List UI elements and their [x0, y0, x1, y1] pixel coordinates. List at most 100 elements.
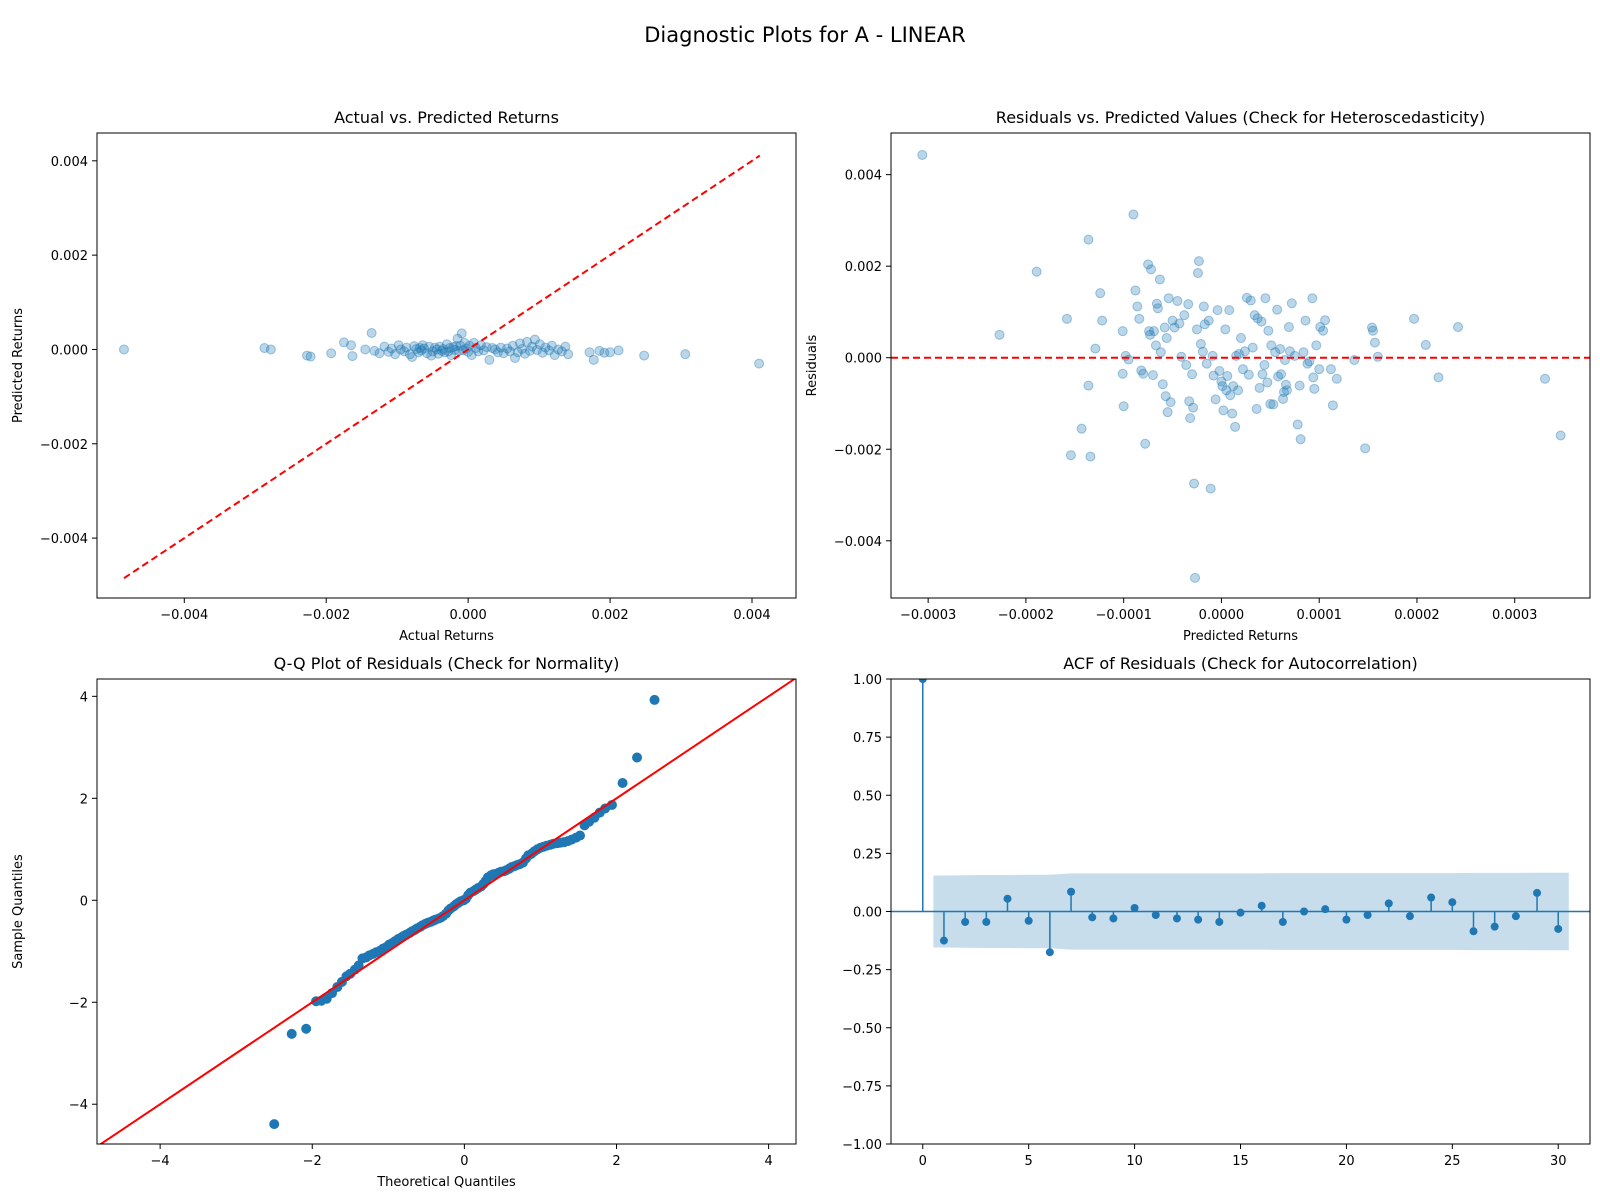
- scatter-point: [495, 342, 506, 353]
- residuals-vs-predicted-ylabel: Residuals: [805, 334, 820, 396]
- scatter-point: [1185, 413, 1196, 424]
- residuals-vs-predicted-xlabel: Predicted Returns: [1183, 629, 1298, 644]
- scatter-point: [487, 343, 498, 354]
- scatter-point: [1272, 304, 1283, 315]
- scatter-point: [1327, 400, 1338, 411]
- scatter-point: [414, 343, 425, 354]
- scatter-point: [563, 349, 574, 360]
- scatter-point: [481, 342, 492, 353]
- scatter-point: [1433, 372, 1444, 383]
- scatter-point: [426, 350, 437, 361]
- scatter-point: [534, 339, 545, 350]
- scatter-point: [374, 348, 385, 359]
- scatter-point: [1117, 368, 1128, 379]
- scatter-point: [1207, 350, 1218, 361]
- acf-marker: [1003, 894, 1012, 903]
- scatter-point: [1174, 318, 1185, 329]
- scatter-point: [917, 149, 928, 160]
- acf-marker: [1321, 905, 1330, 914]
- scatter-point: [1157, 379, 1168, 390]
- scatter-point: [1260, 293, 1271, 304]
- acf-marker: [1236, 908, 1245, 917]
- scatter-point: [549, 350, 560, 361]
- scatter-point: [1331, 373, 1342, 384]
- acf-marker: [1469, 927, 1478, 936]
- scatter-point: [1199, 319, 1210, 330]
- scatter-point: [1262, 377, 1273, 388]
- scatter-point: [326, 348, 337, 359]
- qq-point: [301, 1023, 312, 1034]
- scatter-point: [1292, 419, 1303, 430]
- scatter-point: [1205, 483, 1216, 494]
- scatter-point: [1409, 313, 1420, 324]
- acf-ytick-label: 0.00: [853, 906, 882, 921]
- scatter-point: [1309, 383, 1320, 394]
- scatter-point: [680, 349, 691, 360]
- acf-panel: ACF of Residuals (Check for Autocorrelat…: [842, 654, 1591, 1169]
- scatter-point: [1123, 354, 1134, 365]
- acf-marker: [1490, 922, 1499, 931]
- scatter-point: [1268, 399, 1279, 410]
- scatter-point: [1367, 325, 1378, 336]
- residuals-vs-predicted-frame: [890, 132, 1591, 599]
- scatter-point: [1191, 324, 1202, 335]
- scatter-point: [399, 346, 410, 357]
- scatter-point: [502, 343, 513, 354]
- acf-marker: [1257, 901, 1266, 910]
- scatter-point: [1188, 402, 1199, 413]
- scatter-point: [1311, 340, 1322, 351]
- acf-marker: [982, 917, 991, 926]
- scatter-point: [1284, 346, 1295, 357]
- residuals-vs-predicted-panel: Residuals vs. Predicted Values (Check fo…: [805, 108, 1591, 644]
- scatter-point: [1318, 325, 1329, 336]
- qq-plot-title: Q-Q Plot of Residuals (Check for Normali…: [274, 654, 620, 673]
- scatter-point: [390, 349, 401, 360]
- qq-plot-ytick-label: −2: [69, 996, 88, 1011]
- scatter-point: [1183, 299, 1194, 310]
- actual-vs-predicted-ytick-label: −0.004: [40, 532, 88, 547]
- scatter-point: [1118, 401, 1129, 412]
- acf-xtick-label: 10: [1126, 1154, 1143, 1169]
- scatter-point: [118, 344, 129, 355]
- scatter-point: [401, 342, 412, 353]
- residuals-vs-predicted-xtick-label: −0.0001: [1095, 608, 1151, 623]
- scatter-point: [1308, 372, 1319, 383]
- scatter-point: [639, 350, 650, 361]
- actual-vs-predicted-xlabel: Actual Returns: [399, 629, 494, 644]
- scatter-point: [1555, 430, 1566, 441]
- scatter-point: [1031, 266, 1042, 277]
- scatter-point: [588, 354, 599, 365]
- scatter-point: [1307, 293, 1318, 304]
- residuals-vs-predicted-xtick-label: 0.0003: [1492, 608, 1538, 623]
- scatter-point: [475, 340, 486, 351]
- scatter-point: [466, 350, 477, 361]
- acf-xtick-label: 0: [919, 1154, 927, 1169]
- acf-marker: [1215, 917, 1224, 926]
- scatter-point: [1241, 292, 1252, 303]
- scatter-point: [540, 342, 551, 353]
- acf-xtick-label: 25: [1444, 1154, 1461, 1169]
- scatter-point: [505, 346, 516, 357]
- residuals-vs-predicted-ytick-label: 0.000: [845, 352, 882, 367]
- scatter-point: [522, 336, 533, 347]
- scatter-point: [1212, 305, 1223, 316]
- actual-vs-predicted-ylabel: Predicted Returns: [11, 308, 26, 423]
- scatter-point: [386, 343, 397, 354]
- residuals-vs-predicted-xtick-label: −0.0002: [998, 608, 1054, 623]
- scatter-point: [531, 344, 542, 355]
- scatter-point: [512, 347, 523, 358]
- scatter-point: [1154, 274, 1165, 285]
- scatter-point: [1085, 451, 1096, 462]
- scatter-point: [411, 343, 422, 354]
- scatter-point: [443, 346, 454, 357]
- scatter-point: [517, 343, 528, 354]
- scatter-point: [433, 348, 444, 359]
- acf-marker: [1194, 915, 1203, 924]
- scatter-point: [1224, 305, 1235, 316]
- qq-plot-panel: Q-Q Plot of Residuals (Check for Normali…: [11, 654, 797, 1190]
- scatter-point: [1265, 398, 1276, 409]
- scatter-point: [1061, 313, 1072, 324]
- scatter-point: [754, 358, 765, 369]
- residuals-vs-predicted-xtick-label: 0.0001: [1296, 608, 1342, 623]
- scatter-point: [537, 347, 548, 358]
